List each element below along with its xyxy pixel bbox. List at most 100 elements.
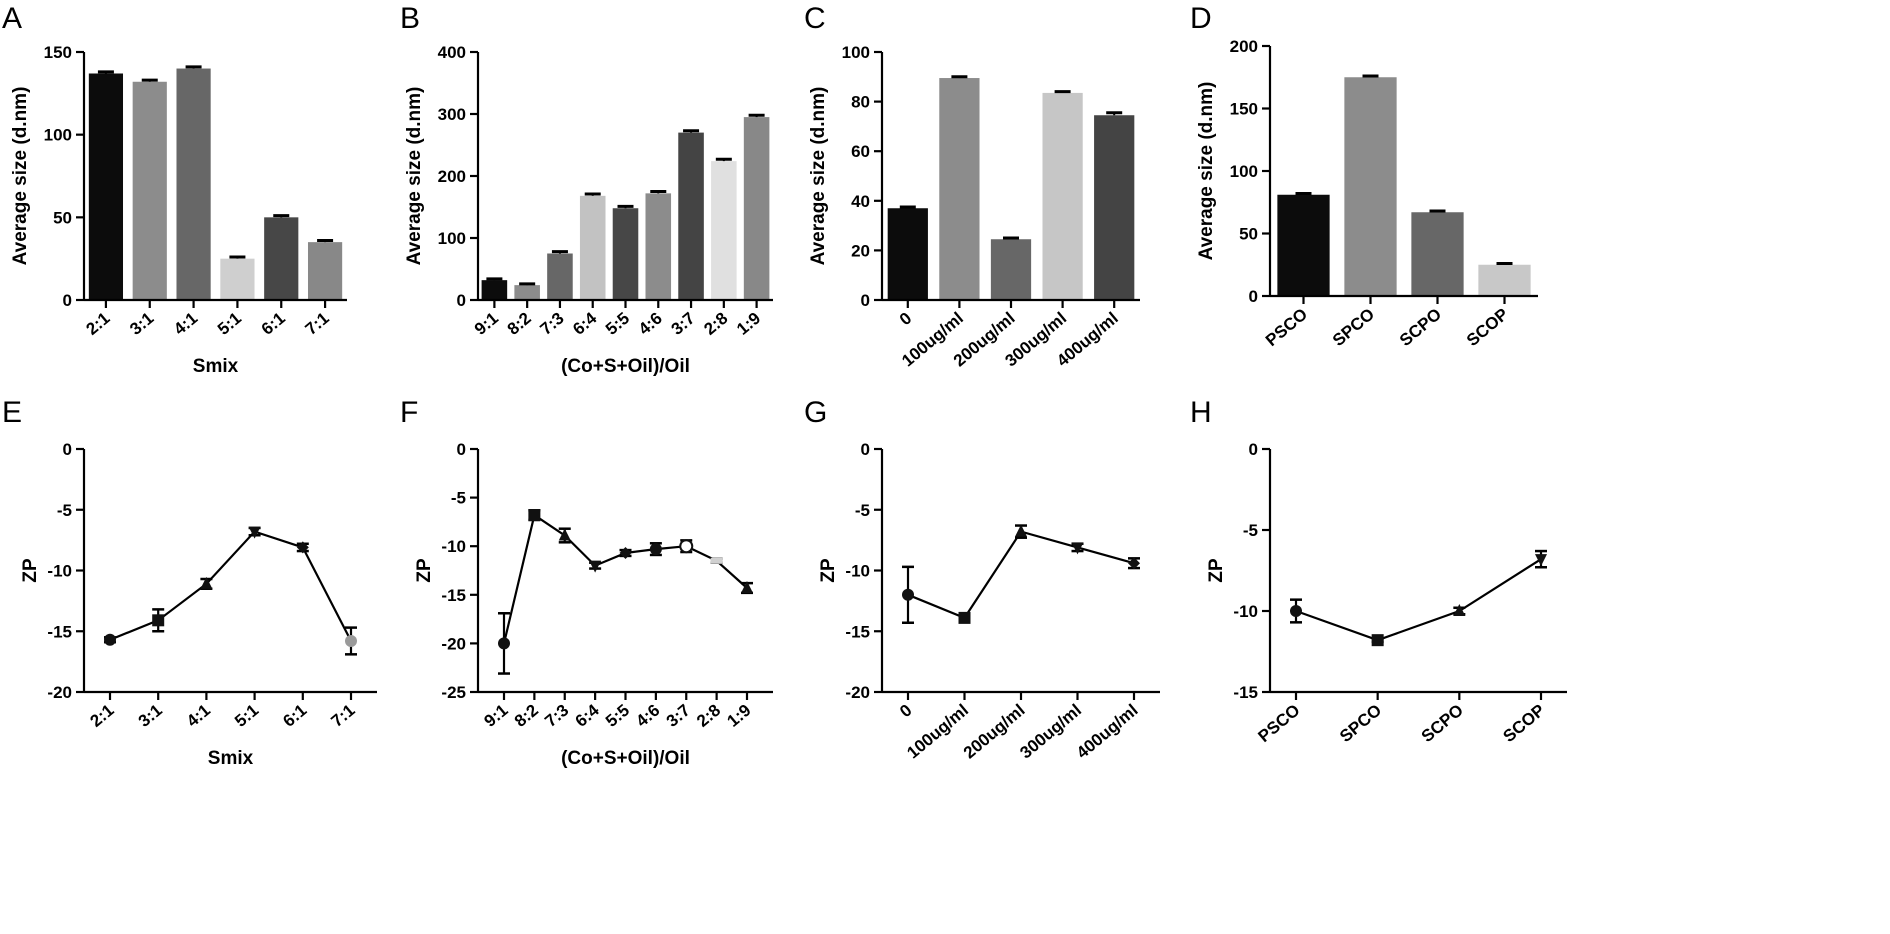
x-axis-title: Smix [208, 748, 254, 769]
chart-panel-e: 0 -5 -10 -15 -20 2:1 3:1 4:1 5:1 6:1 7:1 ZP Smix E [2, 396, 377, 769]
y-axis-title: Average size (d.nm) [10, 87, 31, 266]
x-tick-label: 8:2 [504, 309, 535, 339]
y-tick-label: 100 [44, 126, 72, 145]
y-tick-label: 0 [457, 291, 466, 310]
x-tick-label: SCPO [1418, 701, 1467, 747]
data-point [619, 547, 632, 560]
x-tick-label: PSCO [1262, 305, 1311, 351]
y-axis-title: Average size (d.nm) [808, 87, 829, 266]
x-tick-label: 0 [896, 309, 915, 330]
y-tick-label: 0 [1249, 440, 1258, 459]
data-point [1371, 634, 1384, 647]
bar [547, 253, 573, 300]
x-axis-title: (Co+S+Oil)/Oil [561, 356, 690, 377]
x-tick-label: 1:9 [733, 309, 764, 339]
panel-letter: D [1190, 2, 1212, 35]
chart-panel-a: 0 50 100 150 2:1 3:1 4:1 5:1 6:1 7:1 Average size … [2, 2, 347, 377]
y-tick-label: 50 [1239, 225, 1258, 244]
data-point [741, 580, 753, 593]
y-tick-label: -5 [57, 501, 72, 520]
x-tick-label: 6:4 [569, 308, 600, 339]
bar [481, 280, 508, 300]
x-tick-label: 4:6 [632, 701, 663, 731]
data-point [104, 633, 116, 646]
x-axis-title: Smix [193, 356, 239, 377]
x-tick-label: 1:9 [724, 701, 755, 731]
x-tick-label: 6:1 [279, 701, 310, 731]
y-axis-title: ZP [1206, 558, 1227, 583]
x-tick-label: 3:1 [135, 701, 166, 731]
x-tick-label: 9:1 [481, 701, 512, 731]
y-tick-label: 80 [851, 93, 870, 112]
data-point [528, 509, 541, 522]
bar [645, 193, 672, 300]
y-tick-label: 20 [851, 241, 870, 260]
x-tick-label: 3:1 [126, 309, 157, 339]
bar [1094, 115, 1135, 301]
data-point [679, 539, 694, 554]
y-axis-title: Average size (d.nm) [1196, 82, 1217, 261]
x-tick-label: SCOP [1463, 305, 1512, 351]
series-line [907, 530, 1135, 620]
x-tick-label: 2:8 [700, 309, 731, 339]
data-point [558, 528, 571, 541]
y-axis-title: ZP [818, 558, 839, 583]
y-tick-label: -20 [441, 634, 466, 653]
bar [132, 81, 167, 300]
data-point [1071, 542, 1084, 555]
y-tick-label: -10 [441, 537, 466, 556]
series-line [1295, 558, 1542, 642]
x-tick-label: 400ug/ml [1073, 701, 1142, 763]
x-tick-label: 300ug/ml [1016, 701, 1085, 763]
y-tick-label: 60 [851, 142, 870, 161]
bar [939, 78, 980, 300]
y-tick-label: 200 [1230, 37, 1258, 56]
x-tick-label: SCOP [1499, 701, 1548, 747]
data-point [152, 614, 165, 627]
bar [1042, 92, 1083, 300]
x-tick-label: SPCO [1336, 701, 1385, 747]
panel-letter: G [804, 396, 827, 429]
x-tick-label: 5:5 [602, 701, 633, 731]
y-tick-label: -5 [855, 501, 870, 520]
y-tick-label: 0 [63, 440, 72, 459]
y-tick-label: 0 [457, 440, 466, 459]
y-tick-label: -15 [1233, 683, 1258, 702]
bar [264, 217, 299, 300]
bar [612, 208, 639, 300]
y-tick-label: 200 [438, 167, 466, 186]
bar [514, 285, 540, 300]
y-tick-label: -20 [47, 683, 72, 702]
y-tick-label: -10 [47, 562, 72, 581]
x-tick-label: 6:4 [572, 700, 603, 731]
bar [887, 208, 928, 300]
x-tick-label: 5:1 [214, 309, 245, 339]
x-tick-label: 9:1 [471, 309, 502, 339]
y-tick-label: -15 [47, 622, 72, 641]
bar [743, 117, 770, 300]
data-point [345, 634, 357, 647]
x-tick-label: 7:3 [536, 309, 567, 339]
bar [1277, 194, 1330, 296]
y-tick-label: 100 [1230, 162, 1258, 181]
chart-panel-b: 0 100 200 300 400 9:1 8:2 7:3 6:4 5:5 4:6 3:7 2:8 1:9… [400, 2, 773, 377]
y-axis-title: Average size (d.nm) [404, 87, 425, 266]
data-point [1535, 554, 1547, 567]
series-line [502, 513, 748, 644]
y-tick-label: 150 [44, 43, 72, 62]
y-tick-label: -5 [451, 489, 466, 508]
data-point [902, 588, 914, 601]
data-point [589, 560, 602, 573]
y-tick-label: -20 [845, 683, 870, 702]
x-tick-label: 200ug/ml [960, 701, 1029, 763]
data-point [958, 611, 971, 624]
chart-panel-f: 0 -5 -10 -15 -20 -25 9:1 8:2 7:3 6:4 5:5 4:6 3:7 2:8 1… [400, 396, 773, 769]
bar [579, 195, 606, 300]
x-axis-title: (Co+S+Oil)/Oil [561, 748, 690, 769]
data-point [1290, 605, 1302, 617]
y-tick-label: 0 [1249, 287, 1258, 306]
y-tick-label: 300 [438, 105, 466, 124]
bar [1344, 77, 1397, 296]
x-tick-label: 6:1 [258, 309, 289, 339]
